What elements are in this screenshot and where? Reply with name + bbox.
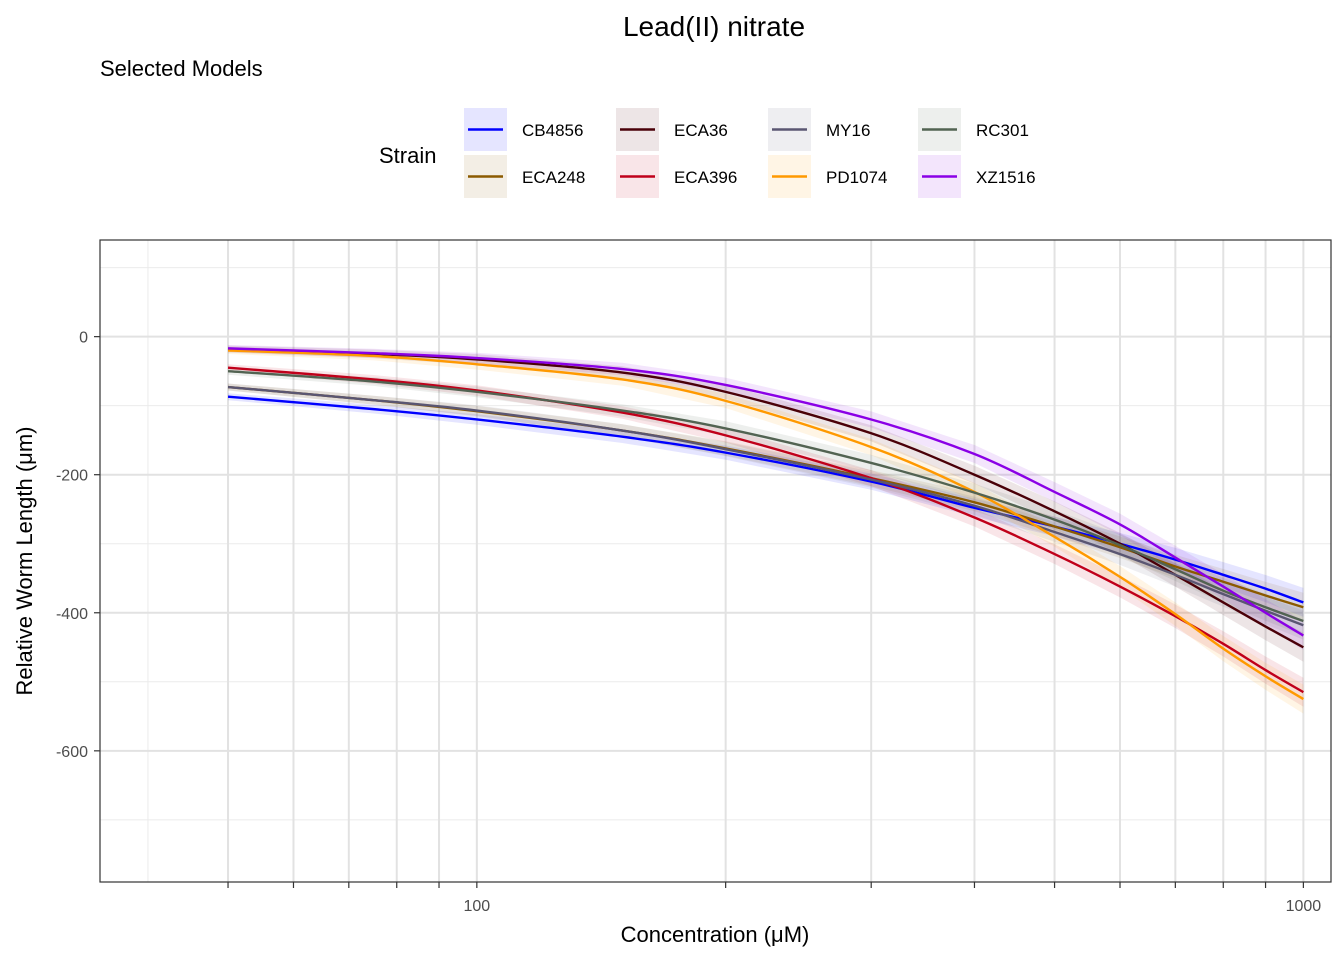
legend-item-eca248: ECA248 — [464, 155, 585, 198]
legend-label: ECA36 — [674, 121, 728, 140]
legend-item-pd1074: PD1074 — [768, 155, 887, 198]
plot-background — [100, 240, 1331, 882]
confidence-bands — [228, 344, 1304, 714]
x-axis-title: Concentration (μM) — [621, 922, 810, 947]
confidence-band-pd1074 — [228, 347, 1304, 714]
legend-item-xz1516: XZ1516 — [918, 155, 1036, 198]
series-line-my16 — [227, 385, 1304, 627]
legend-title: Strain — [379, 143, 436, 168]
legend-item-eca36: ECA36 — [616, 108, 728, 151]
y-tick-label: -600 — [56, 744, 88, 761]
legend-label: PD1074 — [826, 168, 887, 187]
legend-item-rc301: RC301 — [918, 108, 1029, 151]
series-line-pd1074 — [227, 349, 1304, 701]
y-tick-label: -200 — [56, 468, 88, 485]
x-tick-label: 100 — [463, 898, 490, 915]
legend-item-eca396: ECA396 — [616, 155, 737, 198]
y-axis-title: Relative Worm Length (μm) — [12, 426, 37, 695]
series-line-rc301 — [227, 369, 1304, 623]
x-axis: 100 1000 — [227, 882, 1322, 915]
y-axis: 0 -200 -400 -600 — [56, 330, 100, 761]
chart-title: Lead(II) nitrate — [623, 11, 805, 42]
legend-label: MY16 — [826, 121, 870, 140]
x-tick-label: 1000 — [1286, 898, 1322, 915]
plot-panel-border — [99, 239, 1332, 883]
chart-subtitle: Selected Models — [100, 56, 263, 81]
legend-label: RC301 — [976, 121, 1029, 140]
series-lines — [227, 347, 1304, 701]
legend: Strain CB4856 ECA248 ECA36 ECA396 MY16 PD1074… — [379, 108, 1036, 198]
confidence-band-eca36 — [228, 345, 1304, 662]
y-tick-label: 0 — [79, 330, 88, 347]
y-tick-label: -400 — [56, 606, 88, 623]
legend-item-cb4856: CB4856 — [464, 108, 583, 151]
series-line-cb4856 — [227, 395, 1304, 604]
legend-label: ECA248 — [522, 168, 585, 187]
legend-label: ECA396 — [674, 168, 737, 187]
grid-major — [100, 240, 1331, 882]
series-line-xz1516 — [227, 347, 1304, 637]
legend-item-my16: MY16 — [768, 108, 870, 151]
legend-label: XZ1516 — [976, 168, 1036, 187]
legend-label: CB4856 — [522, 121, 583, 140]
